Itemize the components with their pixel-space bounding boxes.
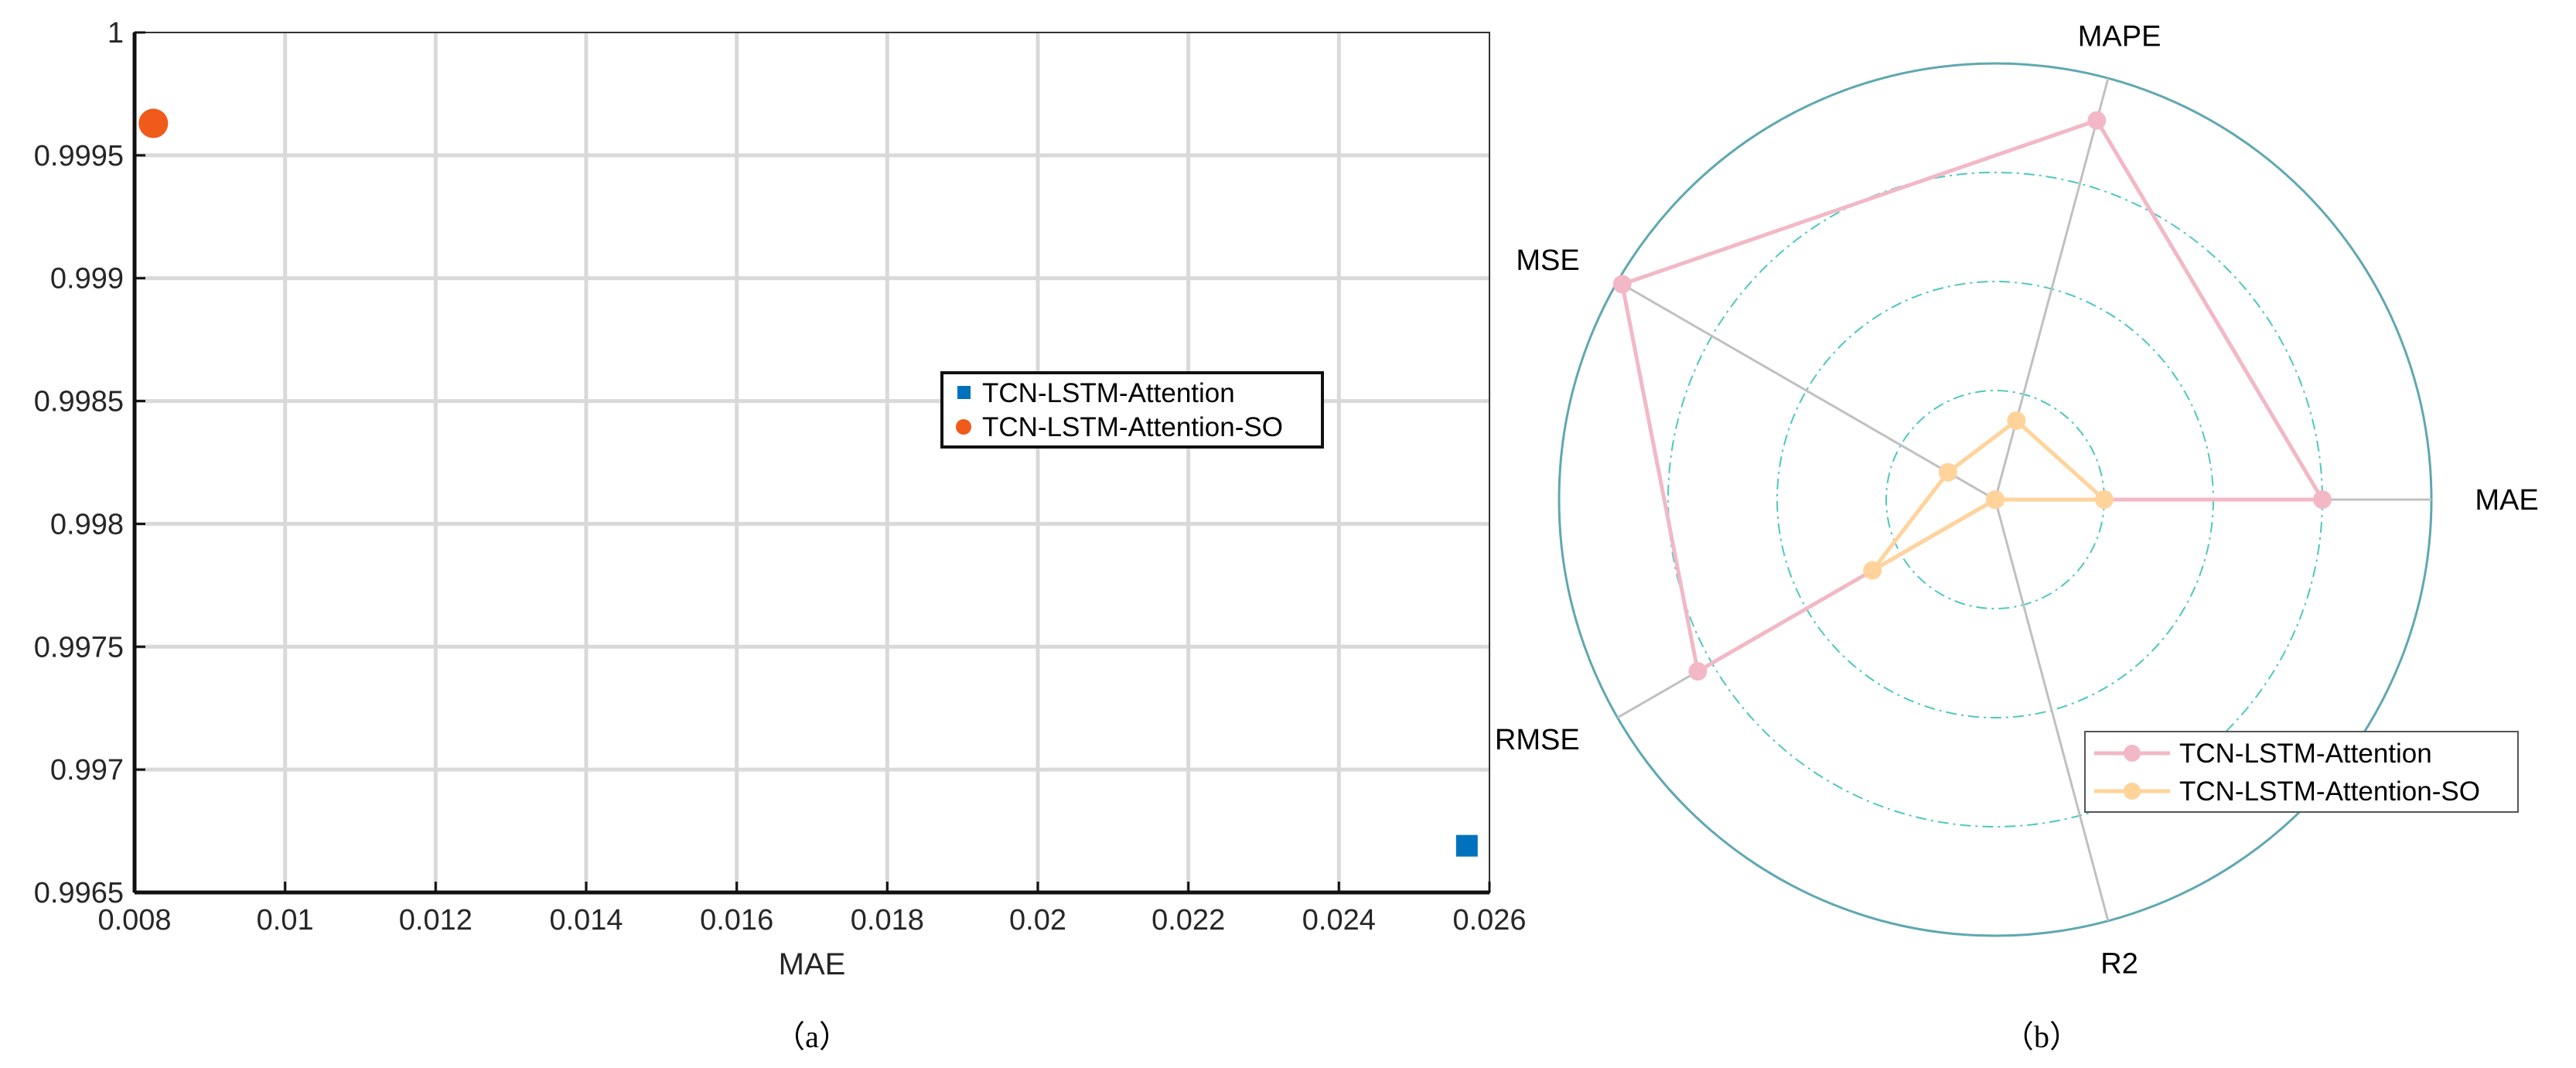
- y-tick-label: 0.9985: [34, 386, 124, 418]
- scatter-x-axis-label: MAE: [779, 947, 846, 981]
- scatter-legend-label-2: TCN-LSTM-Attention-SO: [982, 412, 1283, 442]
- caption-b: （b）: [2003, 1019, 2080, 1054]
- y-tick-label: 0.9975: [34, 631, 124, 664]
- radar-axis-labels: MAE MAPE MSE RMSE R2: [1495, 21, 2539, 981]
- y-tick-label: 0.9965: [34, 877, 124, 909]
- radar-panel: MAE MAPE MSE RMSE R2 TCN-LSTM-Attention TCN-…: [1495, 21, 2539, 1054]
- radar-legend-label-2: TCN-LSTM-Attention-SO: [2179, 776, 2480, 807]
- radar-spoke: [1616, 280, 1996, 501]
- radar-axis-label: MAPE: [2078, 21, 2161, 53]
- data-point-circle: [138, 108, 169, 138]
- caption-a: （a）: [774, 1019, 850, 1054]
- scatter-y-ticks: 0.9965 0.997 0.9975 0.998 0.9985 0.999 0.9995 1: [34, 17, 145, 909]
- legend-circle-marker: [956, 419, 971, 435]
- y-tick-label: 1: [107, 17, 124, 49]
- legend-square-marker: [957, 386, 971, 399]
- radar-axis-label: R2: [2100, 947, 2138, 980]
- x-tick-label: 0.024: [1302, 904, 1376, 937]
- x-tick-label: 0.022: [1152, 904, 1225, 937]
- radar-spoke: [1994, 499, 2110, 922]
- x-tick-label: 0.016: [700, 904, 773, 937]
- scatter-panel: 0.008 0.01 0.012 0.014 0.016 0.018 0.02 0.022 0.…: [34, 17, 1527, 1054]
- radar-legend: TCN-LSTM-Attention TCN-LSTM-Attention-SO: [2084, 731, 2519, 813]
- radar-data-point: [2095, 490, 2114, 509]
- x-tick-label: 0.012: [399, 904, 473, 937]
- legend-circle-2: [2124, 783, 2141, 800]
- radar-data-point: [1688, 662, 1708, 681]
- data-point-square: [1455, 834, 1478, 857]
- radar-legend-label-1: TCN-LSTM-Attention: [2179, 739, 2432, 769]
- radar-axis-label: MAE: [2475, 484, 2538, 517]
- radar-series: [1612, 111, 2332, 681]
- scatter-gridlines: [135, 32, 1489, 892]
- radar-axis-label: RMSE: [1495, 724, 1580, 756]
- radar-data-point: [2087, 111, 2107, 130]
- scatter-legend-box: [940, 371, 1324, 449]
- radar-data-point: [1986, 490, 2005, 509]
- radar-data-point: [1612, 275, 1632, 294]
- x-tick-label: 0.02: [1009, 904, 1066, 937]
- x-tick-label: 0.01: [257, 904, 314, 937]
- y-tick-label: 0.998: [50, 508, 124, 541]
- scatter-axes-frame: [134, 32, 1490, 893]
- y-tick-label: 0.997: [50, 754, 124, 786]
- radar-data-point: [2313, 490, 2332, 509]
- y-tick-label: 0.999: [50, 263, 124, 295]
- radar-series-polygon: [1620, 118, 2325, 674]
- radar-data-point: [1938, 462, 1957, 482]
- radar-data-point: [1863, 561, 1882, 580]
- x-tick-label: 0.008: [97, 904, 171, 937]
- x-tick-label: 0.014: [549, 904, 623, 937]
- radar-data-point: [2007, 411, 2026, 430]
- legend-circle-1: [2124, 745, 2141, 762]
- y-tick-label: 0.9995: [34, 140, 124, 172]
- scatter-legend-label-1: TCN-LSTM-Attention: [982, 378, 1235, 408]
- scatter-legend: TCN-LSTM-Attention TCN-LSTM-Attention-SO: [940, 371, 1324, 449]
- radar-series-polygon: [1870, 418, 2107, 573]
- scatter-x-ticks: 0.008 0.01 0.012 0.014 0.016 0.018 0.02 0.022 0.…: [97, 882, 1527, 937]
- x-tick-label: 0.018: [851, 904, 924, 937]
- radar-legend-box: [2084, 731, 2519, 813]
- radar-spoke: [1994, 77, 2110, 500]
- radar-axis-label: MSE: [1516, 244, 1579, 277]
- x-tick-label: 0.026: [1452, 904, 1526, 937]
- scatter-points: [138, 108, 1478, 857]
